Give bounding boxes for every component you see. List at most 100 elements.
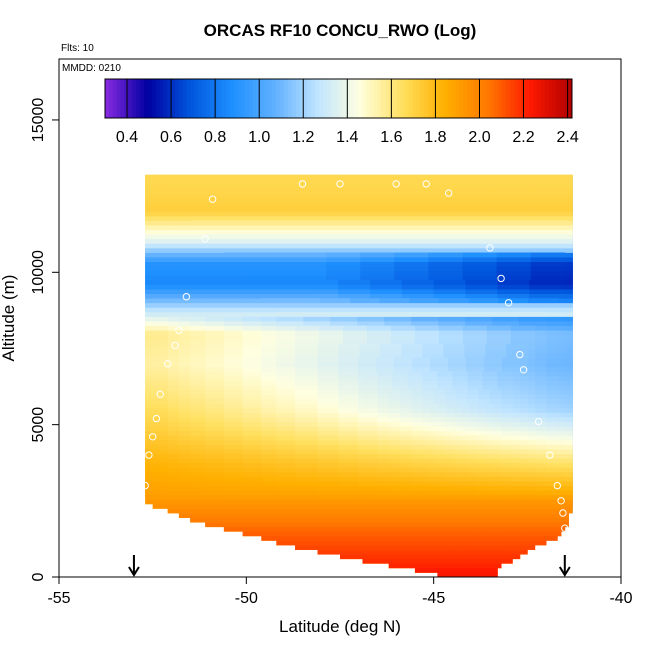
heatmap-cell bbox=[265, 225, 305, 231]
heatmap-cell bbox=[178, 215, 219, 221]
heatmap-cell bbox=[530, 225, 569, 231]
heatmap-cell bbox=[289, 202, 330, 208]
heatmap-cell bbox=[329, 188, 371, 194]
heatmap-cell bbox=[410, 193, 452, 199]
heatmap-cell bbox=[373, 215, 414, 221]
heatmap-cell bbox=[455, 225, 494, 231]
heatmap-cell bbox=[379, 220, 418, 226]
heatmap-cell bbox=[205, 380, 242, 386]
heatmap-cell bbox=[410, 188, 452, 194]
heatmap-cell bbox=[451, 206, 492, 212]
heatmap-cell bbox=[205, 471, 242, 477]
heatmap-cell bbox=[404, 183, 447, 189]
heatmap-cell bbox=[410, 197, 452, 203]
heatmap-cell bbox=[530, 183, 573, 189]
heatmap-cell bbox=[451, 215, 492, 221]
heatmap-cell bbox=[531, 197, 573, 203]
heatmap-cell bbox=[530, 220, 569, 226]
flights-label: Flts: 10 bbox=[61, 43, 94, 54]
heatmap-cell bbox=[205, 389, 242, 395]
heatmap-cell bbox=[446, 179, 489, 185]
heatmap-cell bbox=[491, 197, 533, 203]
heatmap-cell bbox=[455, 229, 494, 235]
heatmap-cell bbox=[412, 211, 453, 217]
heatmap-cell bbox=[362, 179, 405, 185]
heatmap-cell bbox=[205, 513, 242, 518]
heatmap-cell bbox=[417, 229, 456, 235]
heatmap-cell bbox=[492, 225, 532, 231]
heatmap-cell bbox=[248, 193, 290, 199]
heatmap-cell bbox=[362, 183, 405, 189]
heatmap-cell bbox=[205, 444, 242, 450]
heatmap-cell bbox=[530, 229, 569, 235]
heatmap-cell bbox=[205, 453, 242, 459]
heatmap-cell bbox=[205, 490, 242, 496]
heatmap-cell bbox=[205, 417, 242, 422]
heatmap-cell bbox=[295, 206, 336, 212]
heatmap-cell bbox=[205, 403, 242, 409]
heatmap-cell bbox=[236, 174, 279, 180]
heatmap-cell bbox=[451, 211, 492, 217]
heatmap-cell bbox=[530, 179, 573, 185]
heatmap-cell bbox=[412, 206, 453, 212]
heatmap-cell bbox=[208, 188, 249, 194]
heatmap-cell bbox=[190, 229, 229, 235]
heatmap-field bbox=[145, 174, 573, 577]
heatmap-cell bbox=[488, 183, 531, 189]
heatmap-cell bbox=[205, 499, 242, 505]
heatmap-cell bbox=[227, 229, 267, 235]
heatmap-cell bbox=[194, 183, 237, 189]
heatmap-cell bbox=[529, 215, 569, 221]
heatmap-cell bbox=[205, 385, 242, 391]
heatmap-cell bbox=[256, 211, 297, 217]
heatmap-cell bbox=[491, 188, 533, 194]
heatmap-cell bbox=[278, 183, 321, 189]
heatmap-cell bbox=[531, 193, 573, 199]
heatmap-cell bbox=[152, 174, 196, 180]
heatmap-cell bbox=[341, 220, 380, 226]
heatmap-cell bbox=[205, 462, 242, 468]
heatmap-cell bbox=[278, 174, 321, 180]
heatmap-cell bbox=[205, 517, 242, 523]
heatmap-cell bbox=[488, 174, 531, 180]
heatmap-cell bbox=[205, 426, 242, 432]
heatmap-cell bbox=[152, 183, 196, 189]
heatmap-cell bbox=[490, 215, 530, 221]
heatmap-cell bbox=[491, 193, 533, 199]
heatmap-cell bbox=[303, 220, 342, 226]
heatmap-cell bbox=[529, 211, 569, 217]
heatmap-cell bbox=[362, 174, 405, 180]
heatmap-cell bbox=[379, 229, 418, 235]
heatmap-cell bbox=[208, 193, 249, 199]
heatmap-cell bbox=[205, 449, 242, 454]
heatmap-cell bbox=[152, 179, 196, 185]
heatmap-cell bbox=[236, 183, 279, 189]
heatmap-cell bbox=[492, 229, 532, 235]
heatmap-cell bbox=[369, 197, 411, 203]
heatmap-cell bbox=[205, 430, 242, 436]
heatmap-cell bbox=[417, 220, 456, 226]
heatmap-cell bbox=[417, 225, 456, 231]
heatmap-cell bbox=[256, 206, 297, 212]
heatmap-cell bbox=[446, 174, 489, 180]
heatmap-cell bbox=[178, 206, 219, 212]
heatmap-cell bbox=[295, 211, 336, 217]
heatmap-cell bbox=[289, 197, 330, 203]
heatmap-cell bbox=[369, 193, 411, 199]
heatmap-cell bbox=[303, 229, 342, 235]
heatmap-cell bbox=[227, 220, 267, 226]
heatmap-cell bbox=[205, 439, 242, 445]
heatmap-cell bbox=[248, 188, 290, 194]
heatmap-cell bbox=[379, 225, 418, 231]
heatmap-cell bbox=[289, 193, 330, 199]
heatmap-cell bbox=[373, 206, 414, 212]
heatmap-cell bbox=[205, 494, 242, 500]
heatmap-cell bbox=[248, 197, 290, 203]
heatmap-cell bbox=[492, 220, 532, 226]
heatmap-cell bbox=[329, 193, 371, 199]
heatmap-cell bbox=[205, 398, 242, 404]
heatmap-cell bbox=[491, 202, 533, 208]
heatmap-cell bbox=[208, 202, 249, 208]
heatmap-cell bbox=[369, 202, 411, 208]
